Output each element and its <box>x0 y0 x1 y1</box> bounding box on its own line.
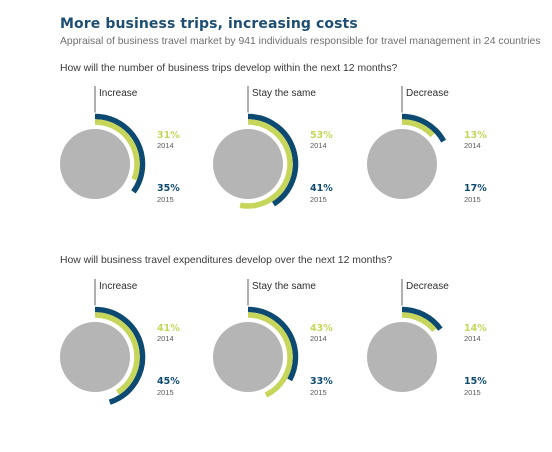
value-label-2014-c1-0: 41% <box>157 323 180 334</box>
value-label-2015-c0-0: 35% <box>157 183 180 194</box>
year-label-2014-c1-1: 2014 <box>310 334 327 343</box>
question-trips: How will the number of business trips de… <box>60 63 398 74</box>
year-label-2014-c0-1: 2014 <box>310 141 327 150</box>
arc-2015-c0-2 <box>401 113 447 143</box>
arc-2014-c1-2 <box>401 312 437 333</box>
arc-2015-c1-2 <box>401 306 443 331</box>
value-label-2015-c1-2: 15% <box>464 376 487 387</box>
year-label-2014-c1-0: 2014 <box>157 334 174 343</box>
year-label-2014-c0-0: 2014 <box>157 141 174 150</box>
arc-2015-c1-0 <box>94 306 146 405</box>
question-expenditures: How will business travel expenditures de… <box>60 255 393 266</box>
year-label-2015-c1-0: 2015 <box>157 388 174 397</box>
value-label-2015-c0-1: 41% <box>310 183 333 194</box>
year-label-2015-c1-2: 2015 <box>464 388 481 397</box>
category-label-c0-0: Increase <box>99 88 138 99</box>
category-label-c1-1: Stay the same <box>252 281 316 292</box>
year-label-2014-c1-2: 2014 <box>464 334 481 343</box>
arc-2014-c1-1 <box>247 312 293 398</box>
disc-c0-2 <box>367 129 437 199</box>
year-label-2015-c0-2: 2015 <box>464 195 481 204</box>
chart-subtitle: Appraisal of business travel market by 9… <box>60 36 541 47</box>
year-label-2015-c1-1: 2015 <box>310 388 327 397</box>
category-label-c1-0: Increase <box>99 281 138 292</box>
category-label-c1-2: Decrease <box>406 281 449 292</box>
value-label-2015-c0-2: 17% <box>464 183 487 194</box>
value-label-2014-c0-0: 31% <box>157 130 180 141</box>
arc-2014-c0-0 <box>94 119 140 181</box>
chart-title: More business trips, increasing costs <box>60 16 358 32</box>
value-label-2014-c1-1: 43% <box>310 323 333 334</box>
disc-c1-1 <box>213 322 283 392</box>
value-label-2014-c1-2: 14% <box>464 323 487 334</box>
disc-c1-2 <box>367 322 437 392</box>
year-label-2015-c0-0: 2015 <box>157 195 174 204</box>
arc-2015-c0-1 <box>247 113 299 207</box>
value-label-2015-c1-1: 33% <box>310 376 333 387</box>
disc-c0-0 <box>60 129 130 199</box>
arc-2014-c1-0 <box>94 312 140 395</box>
category-label-c0-1: Stay the same <box>252 88 316 99</box>
year-label-2015-c0-1: 2015 <box>310 195 327 204</box>
disc-c1-0 <box>60 322 130 392</box>
value-label-2014-c0-2: 13% <box>464 130 487 141</box>
arc-2014-c0-2 <box>401 119 435 138</box>
year-label-2014-c0-2: 2014 <box>464 141 481 150</box>
value-label-2015-c1-0: 45% <box>157 376 180 387</box>
category-label-c0-2: Decrease <box>406 88 449 99</box>
arc-2014-c0-1 <box>239 119 293 209</box>
disc-c0-1 <box>213 129 283 199</box>
value-label-2014-c0-1: 53% <box>310 130 333 141</box>
arc-2015-c1-1 <box>247 306 299 382</box>
arc-2015-c0-0 <box>94 113 146 194</box>
